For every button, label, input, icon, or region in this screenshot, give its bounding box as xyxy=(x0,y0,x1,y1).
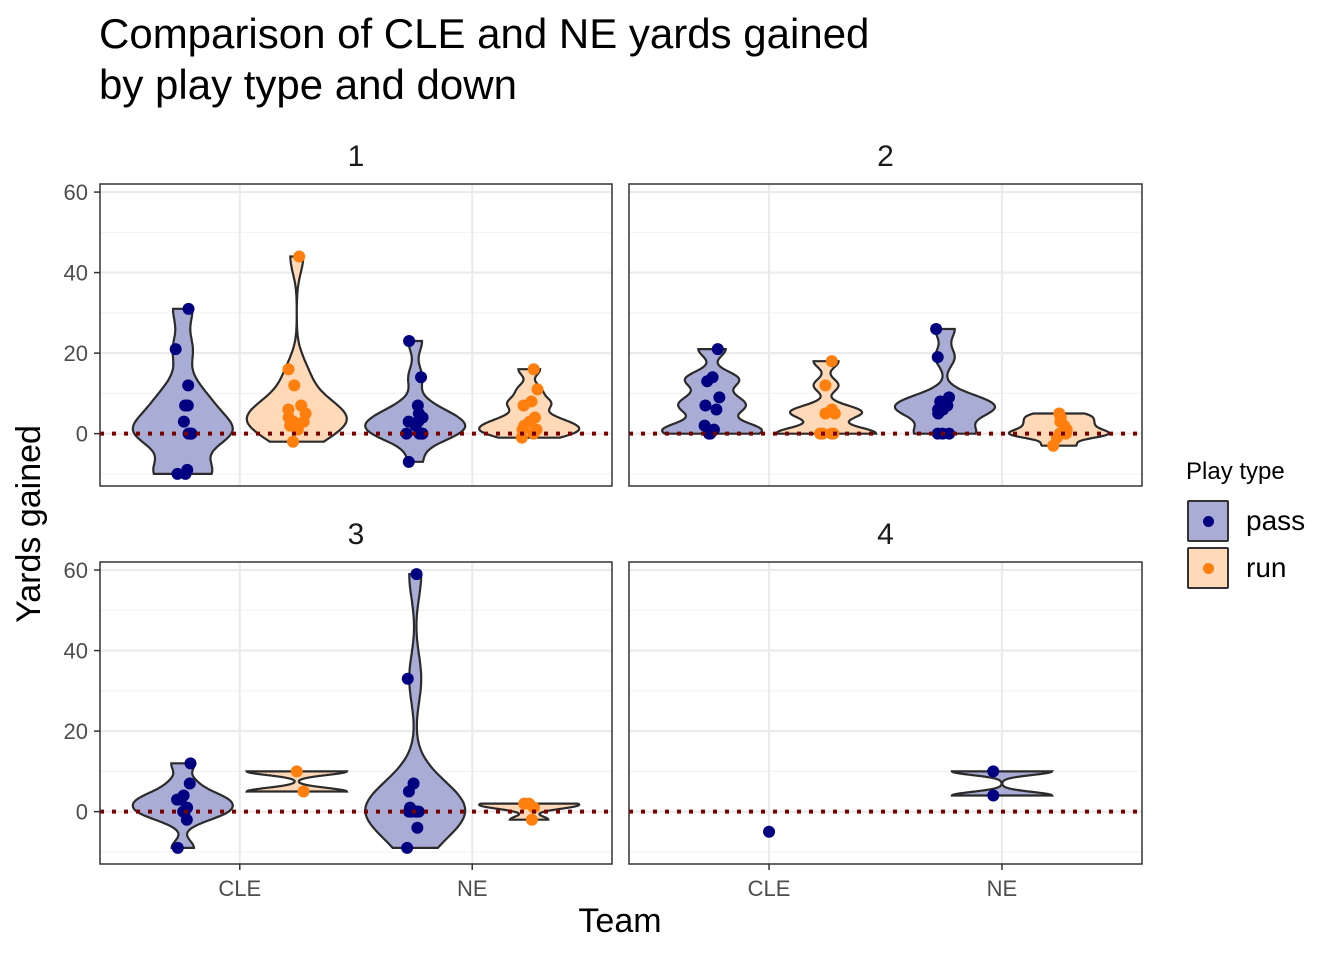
legend-dot-pass xyxy=(1203,516,1214,527)
data-point-cle-run xyxy=(293,250,306,263)
violin-cle-run xyxy=(245,255,348,443)
legend-key-run xyxy=(1187,547,1229,589)
data-point-cle-pass xyxy=(171,467,184,480)
data-point-cle-pass xyxy=(169,343,182,356)
data-point-ne-pass xyxy=(403,335,416,348)
y-axis-label: Yards gained xyxy=(10,425,48,623)
data-point-ne-pass xyxy=(416,427,429,440)
facet-panel-2: 2 xyxy=(628,140,1143,487)
data-point-cle-pass xyxy=(699,399,712,412)
violin-cle-run xyxy=(245,770,349,793)
y-tick-label: 20 xyxy=(64,719,88,744)
violin-ne-pass xyxy=(893,327,997,435)
facet-label-4: 4 xyxy=(877,518,894,551)
data-point-cle-pass xyxy=(183,777,196,790)
y-tick-label: 60 xyxy=(64,180,88,205)
data-point-cle-pass xyxy=(182,302,195,315)
facet-label-1: 1 xyxy=(348,140,365,173)
panel-border xyxy=(628,561,1143,865)
data-point-ne-pass xyxy=(412,805,425,818)
data-point-cle-run xyxy=(825,355,838,368)
violin-ne-pass xyxy=(950,770,1055,797)
data-point-cle-pass xyxy=(181,399,194,412)
y-tick-label: 0 xyxy=(76,422,88,447)
data-point-cle-pass xyxy=(713,391,726,404)
y-tick-label: 0 xyxy=(76,800,88,825)
x-tick-label-cle: CLE xyxy=(218,876,261,901)
data-point-ne-run xyxy=(527,363,540,376)
y-tick-label: 40 xyxy=(64,639,88,664)
data-point-cle-pass xyxy=(184,757,197,770)
data-point-ne-pass xyxy=(410,568,423,581)
data-point-cle-pass xyxy=(180,813,193,826)
legend-dot-run xyxy=(1203,563,1214,574)
data-point-cle-run xyxy=(819,407,832,420)
facet-panel-3: 3 0 20 40 60 CLE NE xyxy=(64,518,613,901)
data-point-cle-pass xyxy=(177,415,190,428)
facet-panel-4: 4 CLE NE xyxy=(628,518,1143,901)
data-point-cle-pass xyxy=(711,343,724,356)
data-point-ne-pass xyxy=(411,821,424,834)
data-point-ne-pass xyxy=(987,765,1000,778)
data-point-ne-pass xyxy=(400,427,413,440)
data-point-cle-run xyxy=(297,785,310,798)
data-point-cle-run xyxy=(819,379,832,392)
data-point-cle-pass xyxy=(702,427,715,440)
data-point-cle-pass xyxy=(171,841,184,854)
legend-label-run: run xyxy=(1246,552,1287,583)
violin-ne-run xyxy=(478,802,581,821)
data-point-ne-run xyxy=(517,399,530,412)
chart-title-line-2: by play type and down xyxy=(99,61,517,108)
data-point-cle-run xyxy=(828,407,841,420)
data-point-ne-pass xyxy=(401,672,414,685)
data-point-ne-run xyxy=(1047,439,1060,452)
data-point-ne-pass xyxy=(987,789,1000,802)
violin-cle-run xyxy=(774,360,878,435)
data-point-cle-pass xyxy=(182,379,195,392)
data-point-ne-run xyxy=(525,813,538,826)
panel-border xyxy=(99,183,613,487)
facet-label-3: 3 xyxy=(348,518,365,551)
x-tick-label-cle: CLE xyxy=(748,876,791,901)
y-tick-label: 20 xyxy=(64,341,88,366)
data-point-ne-pass xyxy=(930,322,943,335)
panel-border xyxy=(628,183,1143,487)
data-point-cle-pass xyxy=(171,793,184,806)
y-tick-label: 40 xyxy=(64,261,88,286)
data-point-ne-pass xyxy=(402,455,415,468)
data-point-cle-run xyxy=(288,379,301,392)
data-point-ne-pass xyxy=(402,785,415,798)
violin-cle-pass xyxy=(660,348,764,435)
y-tick-label: 60 xyxy=(64,558,88,583)
chart-title-line-1: Comparison of CLE and NE yards gained xyxy=(99,10,870,57)
facet-label-2: 2 xyxy=(877,140,894,173)
x-axis-label: Team xyxy=(578,902,662,940)
data-point-cle-pass xyxy=(710,403,723,416)
data-point-cle-pass xyxy=(184,427,197,440)
data-point-ne-run xyxy=(515,431,528,444)
legend-title: Play type xyxy=(1186,458,1285,485)
chart-title: Comparison of CLE and NE yards gained by… xyxy=(99,8,869,110)
data-point-cle-run xyxy=(282,363,295,376)
x-tick-label-ne: NE xyxy=(457,876,488,901)
data-point-ne-pass xyxy=(931,351,944,364)
violin-cle-pass xyxy=(131,307,234,475)
facet-panel-1: 1 0 20 40 60 xyxy=(64,140,613,487)
data-point-cle-pass xyxy=(701,375,714,388)
legend-label-pass: pass xyxy=(1246,505,1306,536)
data-point-cle-run xyxy=(290,765,303,778)
legend-key-pass xyxy=(1187,500,1229,542)
data-point-ne-run xyxy=(527,801,540,814)
data-point-ne-pass xyxy=(932,407,945,420)
data-point-ne-pass xyxy=(401,841,414,854)
data-point-ne-pass xyxy=(415,371,428,384)
violin-ne-pass xyxy=(364,573,467,849)
data-point-cle-pass xyxy=(763,825,776,838)
panel-border xyxy=(99,561,613,865)
x-tick-label-ne: NE xyxy=(987,876,1018,901)
data-point-ne-run xyxy=(518,797,531,810)
data-point-ne-run xyxy=(531,383,544,396)
data-point-cle-run xyxy=(287,435,300,448)
